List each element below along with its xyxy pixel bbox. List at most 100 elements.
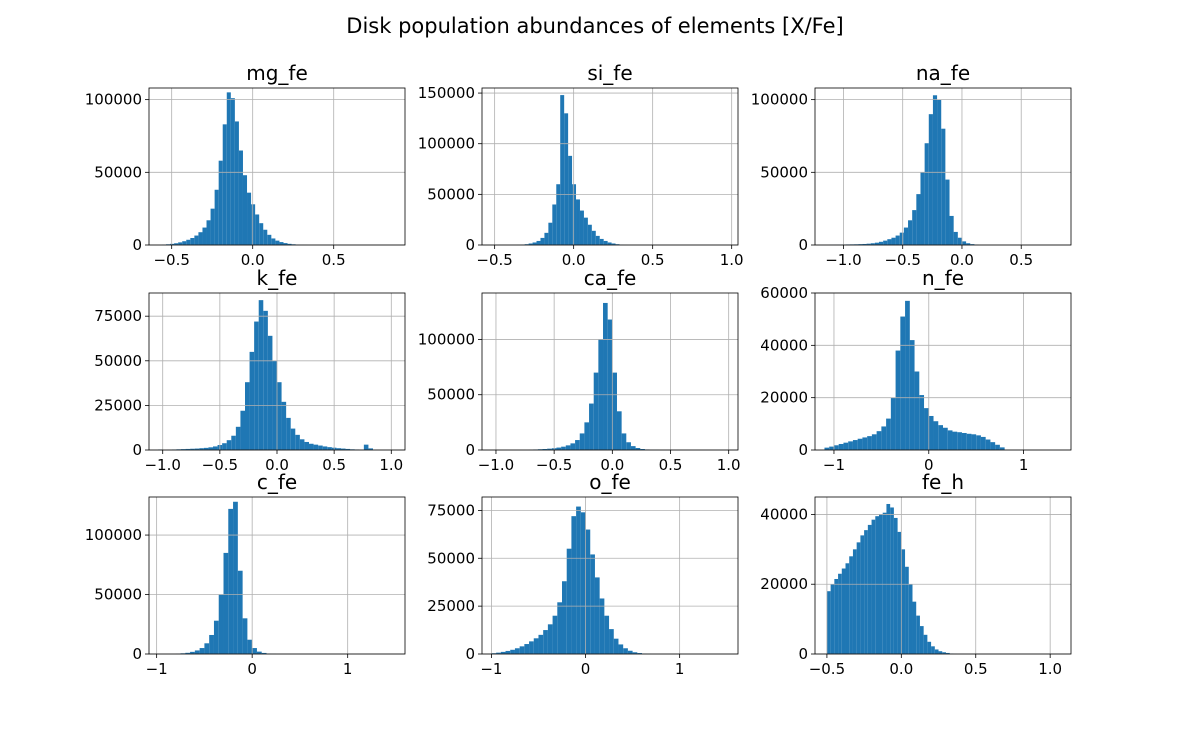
histogram-bar: [941, 128, 946, 245]
histogram-bar: [570, 443, 576, 450]
histogram-bar: [920, 172, 925, 245]
x-tick-label: −1.0: [478, 456, 514, 474]
histogram-bar: [924, 408, 929, 450]
histogram-bar: [228, 508, 234, 654]
histogram-bar: [202, 227, 207, 245]
histogram-bar: [575, 440, 580, 450]
histogram-bar: [252, 648, 257, 654]
histogram-bar: [932, 95, 938, 246]
histogram-bar: [283, 243, 288, 245]
histogram-bar: [830, 584, 835, 654]
histogram-bar: [233, 501, 238, 654]
y-tick-label: 100000: [85, 526, 142, 544]
histogram-bar: [524, 644, 530, 654]
y-tick-label: 100000: [751, 91, 808, 109]
histogram-bar: [881, 426, 887, 450]
histogram-bar: [209, 634, 214, 654]
histogram-bar: [589, 403, 594, 450]
histogram-bar: [971, 434, 977, 450]
x-tick-label: −0.5: [536, 456, 572, 474]
bars: [175, 501, 277, 654]
axes-frame: [814, 87, 1072, 246]
histogram-bar: [947, 430, 953, 451]
y-tick-label: 50000: [427, 386, 475, 404]
histogram-bar: [242, 618, 248, 654]
histogram-bar: [185, 448, 191, 450]
histogram-bar: [557, 602, 562, 654]
histogram-bar: [871, 519, 876, 654]
panel-title: na_fe: [916, 61, 970, 85]
histogram-bar: [985, 439, 991, 450]
histogram-bar: [882, 512, 887, 654]
histogram-bar: [952, 431, 958, 450]
histogram-bar: [829, 446, 834, 450]
x-tick-label: −1.0: [144, 456, 180, 474]
histogram-bar: [866, 243, 871, 245]
histogram-bar: [368, 448, 373, 450]
histogram-bar: [630, 446, 636, 450]
y-tick-label: 0: [465, 645, 475, 663]
histogram-bar: [905, 566, 909, 654]
histogram-bar: [579, 433, 585, 450]
histogram-bar: [562, 581, 567, 654]
histogram-bar: [199, 448, 204, 450]
histogram-bar: [942, 652, 946, 654]
histogram-bar: [583, 217, 588, 245]
histogram-bar: [864, 530, 868, 654]
histogram-bar: [862, 243, 867, 245]
histogram-bar: [576, 199, 580, 245]
histogram-bar: [626, 442, 631, 450]
histogram-bar: [923, 634, 928, 654]
histogram-bar: [194, 650, 200, 654]
histogram-bar: [543, 630, 548, 654]
histogram-bar: [895, 350, 901, 450]
histogram-bar: [613, 638, 619, 654]
histogram-bar: [568, 155, 573, 245]
histogram-bar: [322, 446, 328, 450]
histogram-bar: [843, 442, 849, 450]
histogram-bar: [593, 372, 599, 450]
histogram-bar: [849, 556, 853, 654]
histogram-bar: [174, 243, 179, 245]
panel-title: n_fe: [922, 266, 964, 290]
histogram-bar: [966, 243, 971, 245]
bars: [528, 302, 659, 450]
x-tick-label: −1: [146, 660, 168, 678]
histogram-bar: [287, 243, 292, 245]
histogram-bar: [190, 448, 195, 450]
histogram-bar: [838, 573, 842, 654]
x-tick-label: −1.0: [825, 251, 861, 269]
histogram-bar: [919, 626, 924, 654]
histogram-bar: [304, 441, 309, 450]
histogram-bar: [496, 652, 501, 654]
histogram-bar: [208, 447, 213, 450]
histogram-bar: [623, 648, 628, 654]
histogram-bar: [928, 114, 933, 245]
x-tick-label: −0.5: [884, 251, 920, 269]
histogram-bar: [210, 208, 215, 245]
histogram-bar: [199, 648, 205, 654]
histogram-bar: [833, 445, 839, 450]
y-tick-label: 100000: [418, 330, 475, 348]
histogram-bar: [856, 542, 861, 654]
y-tick-label: 20000: [760, 389, 808, 407]
histogram-bar: [590, 554, 595, 654]
histogram-bar: [899, 232, 904, 245]
x-tick-label: 0.0: [889, 660, 913, 678]
panel-fe-h: −0.5 0.0 0.5 1.0 0 20000 40000 fe_h: [760, 470, 1072, 678]
x-tick-label: 0.5: [659, 456, 683, 474]
histogram-bar: [860, 535, 865, 654]
histogram-bar: [529, 641, 534, 654]
histogram-bar: [618, 644, 624, 654]
histogram-bar: [198, 232, 203, 245]
x-tick-label: −0.5: [202, 456, 238, 474]
x-tick-label: 1: [675, 660, 685, 678]
histogram-bar: [928, 415, 934, 450]
histogram-bar: [841, 568, 846, 654]
histogram-bar: [538, 634, 544, 654]
histogram-bar: [916, 194, 921, 245]
y-tick-label: 0: [132, 236, 142, 254]
histogram-bar: [883, 240, 888, 245]
histogram-bar: [970, 244, 975, 245]
